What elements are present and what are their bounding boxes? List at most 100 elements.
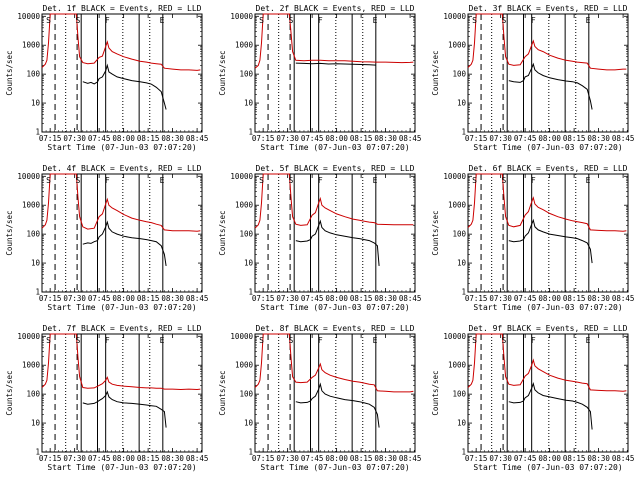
x-tick-label: 08:45: [186, 294, 209, 303]
event-letter: F: [105, 16, 110, 25]
y-tick-label: 10: [31, 259, 41, 268]
event-letter: S: [289, 176, 294, 185]
y-tick-label: 100: [452, 230, 466, 239]
event-letter: S: [259, 336, 264, 345]
x-tick-label: 07:45: [88, 134, 111, 143]
event-letter: S: [502, 176, 507, 185]
y-axis-label: Counts/sec: [431, 370, 440, 415]
x-tick-label: 07:30: [63, 134, 86, 143]
x-axis-label: Start Time (07-Jun-03 07:07:20): [47, 303, 196, 312]
chart-panel-8: Det. 8f BLACK = Events, RED = LLD 1 10 100 1…: [218, 324, 421, 472]
plot-frame: [467, 173, 629, 293]
chart-panel-2: Det. 2f BLACK = Events, RED = LLD 1 10 100 1…: [218, 4, 421, 152]
event-letter: F: [318, 336, 323, 345]
chart-title: Det. 1f BLACK = Events, RED = LLD: [43, 4, 202, 13]
y-axis-label: Counts/sec: [431, 210, 440, 255]
plot-frame: [467, 333, 629, 453]
series-line-lld: [467, 13, 627, 71]
chart-title: Det. 3f BLACK = Events, RED = LLD: [469, 4, 628, 13]
y-tick-label: 1000: [448, 361, 467, 370]
chart-title: Det. 2f BLACK = Events, RED = LLD: [256, 4, 415, 13]
x-tick-label: 08:30: [161, 454, 184, 463]
plot-frame: [41, 333, 203, 453]
y-axis-label: Counts/sec: [431, 50, 440, 95]
series-line-events: [508, 62, 593, 110]
y-axis-label: Counts/sec: [5, 50, 14, 95]
event-letter: E: [160, 176, 165, 185]
x-tick-label: 07:30: [276, 294, 299, 303]
x-tick-label: 08:00: [325, 294, 348, 303]
event-letter: E: [373, 336, 378, 345]
y-tick-label: 100: [26, 230, 40, 239]
plot-frame: [254, 13, 416, 133]
event-letter: S: [472, 336, 477, 345]
x-tick-label: 08:45: [186, 134, 209, 143]
event-letter: S: [289, 16, 294, 25]
event-letter: E: [586, 336, 591, 345]
x-tick-label: 07:15: [39, 454, 62, 463]
x-tick-label: 07:30: [489, 294, 512, 303]
y-tick-label: 10: [31, 419, 41, 428]
x-tick-label: 07:30: [276, 134, 299, 143]
x-axis-label: Start Time (07-Jun-03 07:07:20): [260, 143, 409, 152]
y-tick-label: 100: [239, 230, 253, 239]
series-line-events: [82, 390, 167, 428]
x-tick-label: 07:45: [514, 454, 537, 463]
event-letter: E: [586, 16, 591, 25]
event-letter: E: [160, 16, 165, 25]
event-letter: S: [259, 176, 264, 185]
x-axis-label: Start Time (07-Jun-03 07:07:20): [47, 463, 196, 472]
event-letter: E: [586, 176, 591, 185]
series-line-events: [508, 381, 593, 430]
x-tick-label: 07:30: [63, 294, 86, 303]
x-tick-label: 08:15: [137, 294, 160, 303]
y-tick-label: 10000: [17, 332, 40, 341]
event-letter: S: [46, 336, 51, 345]
y-tick-label: 100: [26, 70, 40, 79]
series-line-lld: [254, 333, 414, 393]
x-tick-label: 07:30: [63, 454, 86, 463]
y-tick-label: 1: [461, 128, 466, 137]
x-tick-label: 08:00: [538, 454, 561, 463]
x-tick-label: 08:15: [350, 454, 373, 463]
plot-frame: [41, 173, 203, 293]
x-tick-label: 07:30: [276, 454, 299, 463]
chart-panel-7: Det. 7f BLACK = Events, RED = LLD 1 10 100 1…: [5, 324, 208, 472]
y-tick-label: 10000: [17, 12, 40, 21]
y-tick-label: 10000: [443, 172, 466, 181]
y-tick-label: 1: [248, 288, 253, 297]
y-tick-label: 1: [35, 288, 40, 297]
event-letter: S: [76, 176, 81, 185]
y-tick-label: 1: [35, 128, 40, 137]
x-tick-label: 08:30: [374, 294, 397, 303]
chart-title: Det. 5f BLACK = Events, RED = LLD: [256, 164, 415, 173]
y-tick-label: 10000: [17, 172, 40, 181]
x-tick-label: 08:15: [563, 294, 586, 303]
y-tick-label: 10: [31, 99, 41, 108]
event-letter: E: [160, 336, 165, 345]
x-tick-label: 07:15: [252, 134, 275, 143]
x-tick-label: 08:45: [399, 134, 422, 143]
event-letter: S: [472, 16, 477, 25]
plot-frame: [467, 13, 629, 133]
event-letter: F: [531, 16, 536, 25]
series-line-lld: [41, 13, 201, 71]
y-tick-label: 10000: [443, 332, 466, 341]
event-letter: E: [373, 16, 378, 25]
x-tick-label: 07:45: [88, 454, 111, 463]
x-tick-label: 08:45: [399, 294, 422, 303]
x-tick-label: 07:15: [465, 294, 488, 303]
x-tick-label: 07:30: [489, 134, 512, 143]
x-tick-label: 07:45: [88, 294, 111, 303]
x-tick-label: 07:45: [514, 294, 537, 303]
y-tick-label: 10000: [230, 12, 253, 21]
y-tick-label: 1000: [448, 201, 467, 210]
event-letter: F: [531, 336, 536, 345]
event-letter: S: [502, 336, 507, 345]
x-tick-label: 08:30: [161, 294, 184, 303]
x-axis-label: Start Time (07-Jun-03 07:07:20): [47, 143, 196, 152]
event-letter: S: [289, 336, 294, 345]
event-letter: S: [502, 16, 507, 25]
y-tick-label: 10: [457, 99, 467, 108]
x-tick-label: 08:15: [350, 134, 373, 143]
